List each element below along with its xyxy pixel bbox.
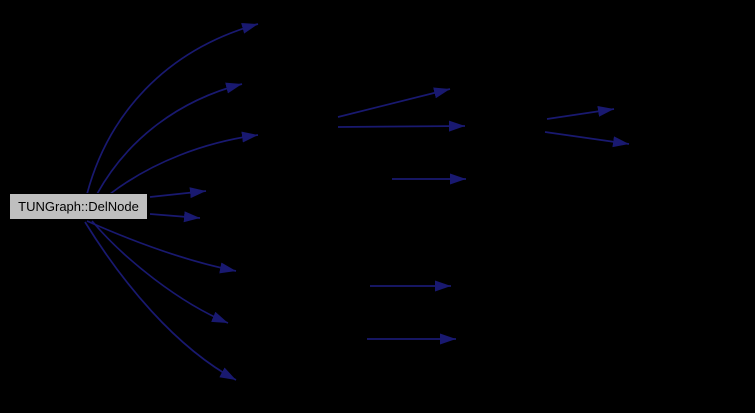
call-edge xyxy=(149,187,207,199)
call-edge xyxy=(337,120,466,132)
caller-node-label: TUNGraph::DelNode xyxy=(18,199,139,214)
call-edge xyxy=(544,131,630,148)
call-edge xyxy=(84,221,237,381)
call-edge xyxy=(546,105,615,120)
call-edge xyxy=(109,131,259,195)
caller-node-box: TUNGraph::DelNode xyxy=(9,193,148,220)
call-edge xyxy=(91,220,229,324)
call-edge xyxy=(86,23,259,195)
call-edge xyxy=(96,82,243,195)
call-edge xyxy=(337,87,451,118)
call-edge xyxy=(86,220,237,274)
call-edge xyxy=(149,211,201,223)
